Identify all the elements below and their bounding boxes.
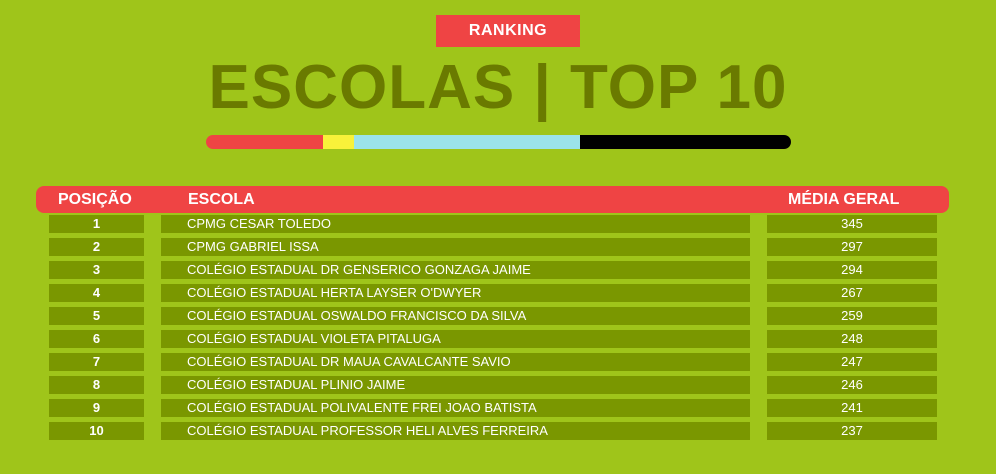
row-average: 241	[767, 399, 937, 417]
color-stripe-red	[206, 135, 323, 149]
row-school: COLÉGIO ESTADUAL PLINIO JAIME	[161, 376, 750, 394]
row-school: CPMG GABRIEL ISSA	[161, 238, 750, 256]
row-position: 9	[49, 399, 144, 417]
row-position: 3	[49, 261, 144, 279]
row-school: COLÉGIO ESTADUAL OSWALDO FRANCISCO DA SI…	[161, 307, 750, 325]
table-row: 6 COLÉGIO ESTADUAL VIOLETA PITALUGA 248	[0, 330, 996, 348]
table-row: 5 COLÉGIO ESTADUAL OSWALDO FRANCISCO DA S…	[0, 307, 996, 325]
row-average: 237	[767, 422, 937, 440]
row-school: COLÉGIO ESTADUAL PROFESSOR HELI ALVES FE…	[161, 422, 750, 440]
row-school: COLÉGIO ESTADUAL VIOLETA PITALUGA	[161, 330, 750, 348]
row-school: COLÉGIO ESTADUAL DR GENSERICO GONZAGA JA…	[161, 261, 750, 279]
row-school: COLÉGIO ESTADUAL POLIVALENTE FREI JOAO B…	[161, 399, 750, 417]
row-position: 7	[49, 353, 144, 371]
row-average: 294	[767, 261, 937, 279]
header-average: MÉDIA GERAL	[788, 191, 900, 208]
table-row: 8 COLÉGIO ESTADUAL PLINIO JAIME 246	[0, 376, 996, 394]
color-stripe-black	[580, 135, 791, 149]
row-position: 5	[49, 307, 144, 325]
table-row: 3 COLÉGIO ESTADUAL DR GENSERICO GONZAGA J…	[0, 261, 996, 279]
row-position: 1	[49, 215, 144, 233]
ranking-badge: RANKING	[436, 15, 580, 47]
color-stripe-yellow	[323, 135, 354, 149]
table-row: 1 CPMG CESAR TOLEDO 345	[0, 215, 996, 233]
table-row: 10 COLÉGIO ESTADUAL PROFESSOR HELI ALVES …	[0, 422, 996, 440]
header-school: ESCOLA	[188, 191, 255, 208]
row-average: 246	[767, 376, 937, 394]
row-average: 297	[767, 238, 937, 256]
table-row: 4 COLÉGIO ESTADUAL HERTA LAYSER O'DWYER 26…	[0, 284, 996, 302]
row-position: 4	[49, 284, 144, 302]
row-school: COLÉGIO ESTADUAL HERTA LAYSER O'DWYER	[161, 284, 750, 302]
table-header: POSIÇÃO ESCOLA MÉDIA GERAL	[36, 186, 949, 213]
row-position: 10	[49, 422, 144, 440]
row-average: 248	[767, 330, 937, 348]
color-stripe-cyan	[354, 135, 580, 149]
row-position: 2	[49, 238, 144, 256]
row-position: 6	[49, 330, 144, 348]
row-average: 345	[767, 215, 937, 233]
row-school: COLÉGIO ESTADUAL DR MAUA CAVALCANTE SAVI…	[161, 353, 750, 371]
row-position: 8	[49, 376, 144, 394]
table-row: 2 CPMG GABRIEL ISSA 297	[0, 238, 996, 256]
row-school: CPMG CESAR TOLEDO	[161, 215, 750, 233]
page-title: ESCOLAS | TOP 10	[208, 52, 788, 122]
row-average: 259	[767, 307, 937, 325]
header-position: POSIÇÃO	[58, 191, 132, 208]
table-row: 7 COLÉGIO ESTADUAL DR MAUA CAVALCANTE SAV…	[0, 353, 996, 371]
row-average: 267	[767, 284, 937, 302]
table-row: 9 COLÉGIO ESTADUAL POLIVALENTE FREI JOAO …	[0, 399, 996, 417]
row-average: 247	[767, 353, 937, 371]
color-stripe	[206, 135, 791, 149]
